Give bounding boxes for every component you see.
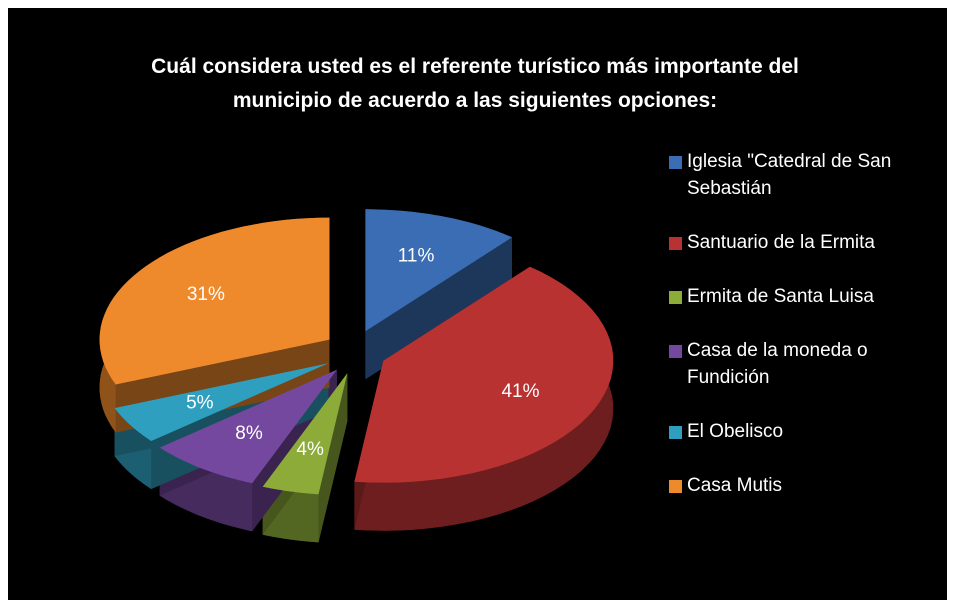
legend-swatch bbox=[669, 480, 682, 493]
legend-label: El Obelisco bbox=[687, 421, 784, 442]
data-label: 11% bbox=[398, 246, 435, 267]
slice-side bbox=[354, 266, 614, 531]
data-label: 4% bbox=[296, 439, 324, 460]
data-label: 31% bbox=[187, 284, 225, 305]
legend-label: Santuario de la Ermita bbox=[687, 232, 875, 253]
legend-swatch bbox=[669, 345, 682, 358]
slice bbox=[365, 209, 512, 332]
data-label: 8% bbox=[235, 423, 263, 444]
legend: Iglesia "Catedral de San Sebastián Santua… bbox=[665, 148, 950, 499]
slice bbox=[354, 266, 614, 483]
slice-side bbox=[365, 237, 512, 380]
slice bbox=[99, 217, 330, 385]
legend-item: Ermita de Santa Luisa bbox=[665, 283, 950, 310]
legend-swatch bbox=[669, 291, 682, 304]
slice bbox=[159, 369, 337, 484]
legend-swatch bbox=[669, 426, 682, 439]
legend-item: Casa de la moneda o Fundición bbox=[665, 337, 950, 391]
legend-label: Casa de la moneda o Fundición bbox=[687, 340, 868, 388]
legend-item: Casa Mutis bbox=[665, 472, 950, 499]
legend-swatch bbox=[669, 156, 682, 169]
chart-title: Cuál considera usted es el referente tur… bbox=[151, 55, 799, 112]
legend-label: Ermita de Santa Luisa bbox=[687, 286, 874, 307]
legend-swatch bbox=[669, 237, 682, 250]
data-label: 41% bbox=[501, 381, 539, 402]
legend-item: Santuario de la Ermita bbox=[665, 229, 950, 256]
slice bbox=[114, 363, 329, 441]
slice bbox=[262, 373, 348, 495]
legend-label: Iglesia "Catedral de San Sebastián bbox=[687, 151, 892, 199]
slice-tops: 11% 41% 4% 8% 5% 31% bbox=[99, 209, 614, 495]
legend-item: Iglesia "Catedral de San Sebastián bbox=[665, 148, 950, 202]
data-label: 5% bbox=[186, 393, 214, 414]
legend-item: El Obelisco bbox=[665, 418, 950, 445]
legend-label: Casa Mutis bbox=[687, 475, 783, 496]
